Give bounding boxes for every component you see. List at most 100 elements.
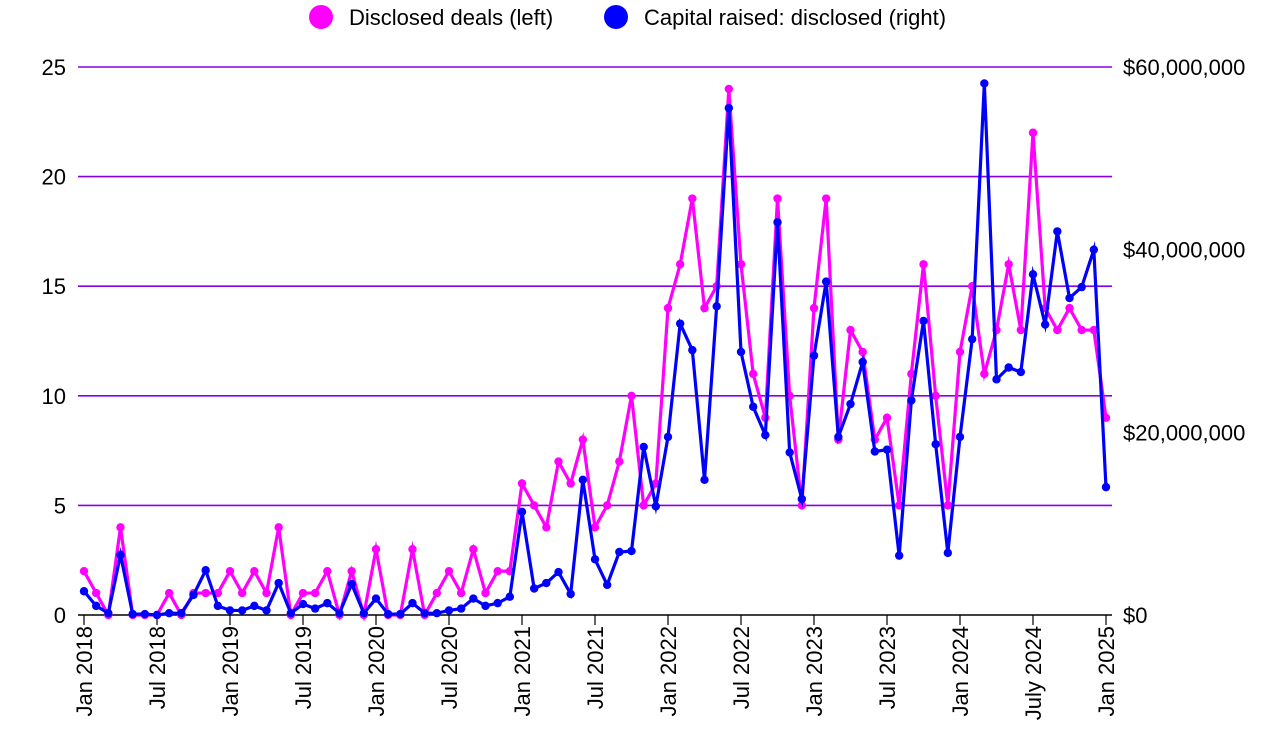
data-point[interactable] xyxy=(870,447,880,456)
data-point[interactable] xyxy=(700,475,709,485)
data-point[interactable] xyxy=(627,391,636,400)
data-point[interactable] xyxy=(688,345,697,355)
data-point[interactable] xyxy=(834,432,843,442)
data-point[interactable] xyxy=(907,396,916,405)
data-point[interactable] xyxy=(627,546,636,556)
data-point[interactable] xyxy=(274,523,283,532)
data-point[interactable] xyxy=(177,608,186,618)
data-point[interactable] xyxy=(323,598,332,608)
data-point[interactable] xyxy=(700,303,709,313)
data-point[interactable] xyxy=(858,357,867,367)
data-point[interactable] xyxy=(517,479,527,488)
data-point[interactable] xyxy=(481,588,490,598)
data-point[interactable] xyxy=(578,475,588,485)
data-point[interactable] xyxy=(347,579,356,589)
data-point[interactable] xyxy=(469,545,478,554)
data-point[interactable] xyxy=(554,457,563,466)
data-point[interactable] xyxy=(286,608,296,618)
data-point[interactable] xyxy=(615,547,624,557)
data-point[interactable] xyxy=(1089,325,1099,335)
data-point[interactable] xyxy=(882,445,892,454)
data-point[interactable] xyxy=(529,501,539,510)
data-point[interactable] xyxy=(469,594,478,603)
data-point[interactable] xyxy=(1053,227,1062,236)
data-point[interactable] xyxy=(554,567,563,577)
data-point[interactable] xyxy=(237,588,247,598)
data-point[interactable] xyxy=(1028,270,1038,279)
data-point[interactable] xyxy=(663,303,673,313)
data-point[interactable] xyxy=(189,590,198,600)
data-point[interactable] xyxy=(91,601,101,611)
data-point[interactable] xyxy=(116,523,125,532)
data-point[interactable] xyxy=(761,430,770,440)
data-point[interactable] xyxy=(1028,128,1038,137)
data-point[interactable] xyxy=(250,601,259,611)
data-point[interactable] xyxy=(566,589,575,599)
data-point[interactable] xyxy=(846,399,855,409)
data-point[interactable] xyxy=(128,609,137,619)
data-point[interactable] xyxy=(566,479,575,488)
data-point[interactable] xyxy=(310,604,320,613)
data-point[interactable] xyxy=(797,501,807,510)
data-point[interactable] xyxy=(894,551,904,560)
data-point[interactable] xyxy=(408,598,417,608)
data-point[interactable] xyxy=(773,194,782,203)
data-point[interactable] xyxy=(1004,260,1013,269)
data-point[interactable] xyxy=(359,608,369,618)
data-point[interactable] xyxy=(493,566,502,576)
data-point[interactable] xyxy=(639,442,648,452)
data-point[interactable] xyxy=(225,606,235,615)
data-point[interactable] xyxy=(310,588,320,598)
data-point[interactable] xyxy=(724,103,734,113)
data-point[interactable] xyxy=(262,606,271,615)
data-point[interactable] xyxy=(444,566,454,576)
data-point[interactable] xyxy=(1016,325,1026,335)
data-point[interactable] xyxy=(383,609,393,619)
data-point[interactable] xyxy=(773,218,782,227)
data-point[interactable] xyxy=(943,548,953,558)
data-point[interactable] xyxy=(505,592,515,601)
data-point[interactable] xyxy=(846,325,855,335)
data-point[interactable] xyxy=(298,599,308,609)
data-point[interactable] xyxy=(274,578,283,588)
data-point[interactable] xyxy=(955,432,965,442)
data-point[interactable] xyxy=(797,494,807,504)
data-point[interactable] xyxy=(1004,363,1013,372)
data-point[interactable] xyxy=(882,413,892,422)
data-point[interactable] xyxy=(237,606,247,615)
data-point[interactable] xyxy=(201,566,210,575)
data-point[interactable] xyxy=(481,601,490,611)
data-point[interactable] xyxy=(980,79,989,88)
data-point[interactable] xyxy=(371,545,381,554)
data-point[interactable] xyxy=(651,502,661,511)
data-point[interactable] xyxy=(578,435,588,444)
legend-item-deals[interactable]: Disclosed deals (left) xyxy=(309,5,553,30)
data-point[interactable] xyxy=(590,555,600,564)
data-point[interactable] xyxy=(724,84,734,94)
data-point[interactable] xyxy=(675,260,685,269)
data-point[interactable] xyxy=(1040,320,1050,329)
data-point[interactable] xyxy=(542,578,551,588)
data-point[interactable] xyxy=(116,550,125,559)
data-point[interactable] xyxy=(858,347,867,357)
data-point[interactable] xyxy=(250,566,259,576)
data-point[interactable] xyxy=(91,588,101,598)
data-point[interactable] xyxy=(602,580,612,590)
data-point[interactable] xyxy=(517,507,527,516)
data-point[interactable] xyxy=(736,347,746,357)
data-point[interactable] xyxy=(688,194,697,203)
legend-item-capital[interactable]: Capital raised: disclosed (right) xyxy=(604,5,946,30)
data-point[interactable] xyxy=(140,609,150,619)
data-point[interactable] xyxy=(79,566,89,576)
data-point[interactable] xyxy=(432,608,442,618)
data-point[interactable] xyxy=(894,501,904,510)
data-point[interactable] xyxy=(907,369,916,379)
data-point[interactable] xyxy=(943,501,953,510)
data-point[interactable] xyxy=(456,604,466,613)
data-point[interactable] xyxy=(663,432,673,442)
data-point[interactable] xyxy=(748,402,758,411)
data-point[interactable] xyxy=(967,334,977,344)
data-point[interactable] xyxy=(444,606,454,615)
data-point[interactable] xyxy=(602,501,612,510)
data-point[interactable] xyxy=(79,587,89,596)
